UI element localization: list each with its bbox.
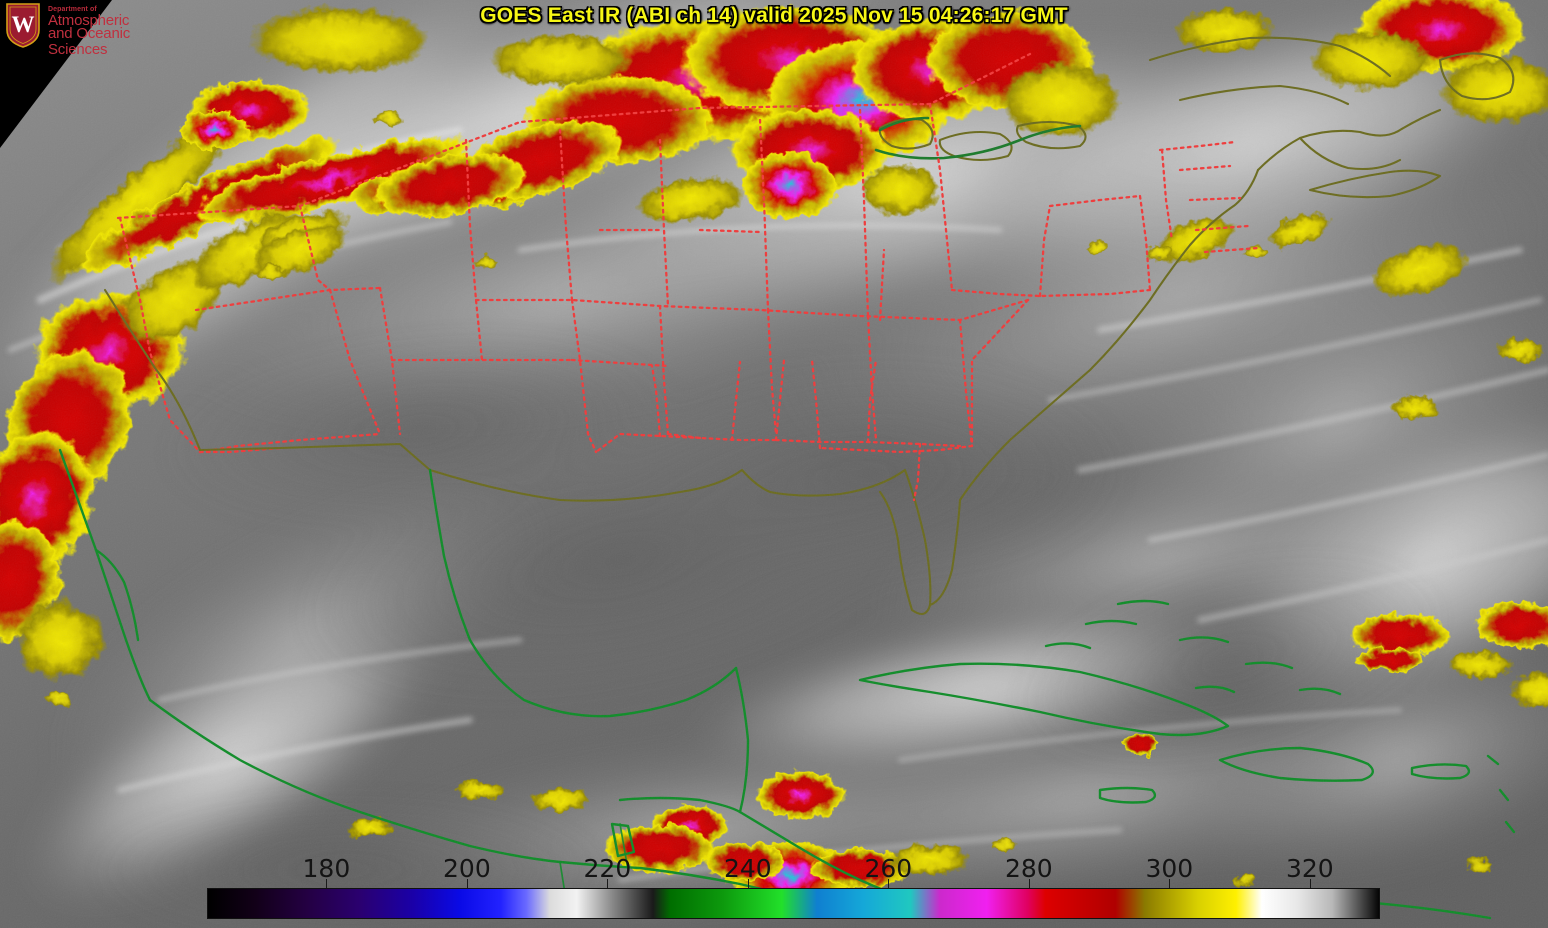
svg-text:W: W: [12, 12, 35, 37]
colorbar-tick-320: [1309, 879, 1311, 888]
colorbar-label-260: 260: [864, 854, 913, 883]
colorbar-tick-marks: [207, 879, 1380, 889]
colorbar-label-300: 300: [1145, 854, 1194, 883]
logo-name-line2: and Oceanic Sciences: [48, 25, 131, 58]
colorbar-label-320: 320: [1285, 854, 1334, 883]
uw-crest-w-icon: W: [6, 3, 40, 48]
colorbar-tick-260: [888, 879, 890, 888]
brightness-temperature-colorbar[interactable]: [207, 888, 1380, 919]
colorbar-tick-220: [607, 879, 609, 888]
colorbar-label-280: 280: [1004, 854, 1053, 883]
colorbar-label-220: 220: [583, 854, 632, 883]
colorbar-label-180: 180: [302, 854, 351, 883]
colorbar-tick-180: [326, 879, 328, 888]
colorbar-label-200: 200: [443, 854, 491, 883]
uw-aos-logo: W Department of Atmospheric and Oceanic …: [4, 2, 184, 58]
colorbar-tick-300: [1169, 879, 1171, 888]
colorbar-tick-200: [466, 879, 468, 888]
colorbar-tick-280: [1028, 879, 1030, 888]
logo-department-line: Department of: [48, 6, 97, 13]
colorbar-tick-240: [747, 879, 749, 888]
colorbar-gradient: [207, 888, 1380, 919]
colorbar-label-240: 240: [723, 854, 772, 883]
logo-name-line1: Atmospheric: [48, 12, 130, 30]
